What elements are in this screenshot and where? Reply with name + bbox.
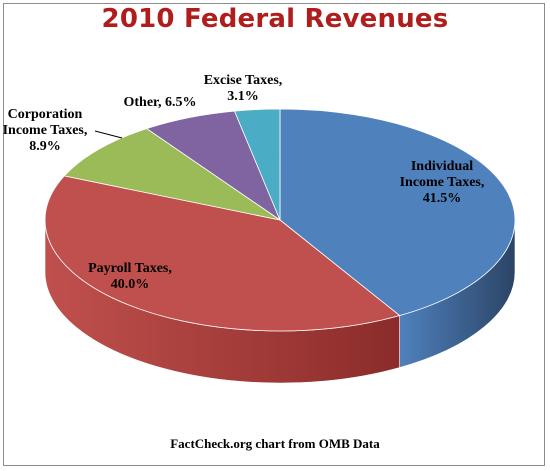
- slice-label-other: Other, 6.5%: [124, 95, 197, 110]
- slice-label-payroll-taxes: Payroll Taxes, 40.0%: [88, 261, 172, 292]
- pie-slice-individual-income-taxes: [279, 108, 516, 316]
- slice-label-corporation-income-taxes: Corporation Income Taxes, 8.9%: [3, 107, 88, 154]
- pie-slice-corporation-income-taxes: [63, 128, 281, 221]
- chart-title: 2010 Federal Revenues: [101, 4, 449, 34]
- label-leader-line: [94, 130, 123, 139]
- slice-label-excise-taxes: Excise Taxes, 3.1%: [204, 73, 283, 104]
- slice-label-individual-income-taxes: Individual Income Taxes, 41.5%: [400, 159, 485, 206]
- pie-slice-excise-taxes: [233, 108, 281, 221]
- pie-slice-payroll-taxes: [44, 175, 401, 332]
- chart-source: FactCheck.org chart from OMB Data: [170, 436, 380, 451]
